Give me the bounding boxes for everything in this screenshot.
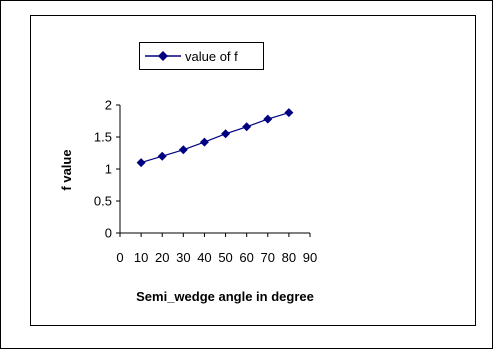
y-axis-ticks: 0 0.5 1 1.5 2	[94, 98, 120, 241]
data-point-marker	[136, 158, 146, 168]
legend: value of f	[139, 42, 264, 70]
data-point-marker	[178, 145, 188, 155]
y-tick-label: 0	[105, 226, 112, 241]
x-axis-title: Semi_wedge angle in degree	[136, 289, 314, 304]
x-tick-label: 10	[134, 250, 148, 265]
y-tick-label: 1.5	[94, 130, 112, 145]
x-tick-label: 70	[261, 250, 275, 265]
x-tick-label: 20	[155, 250, 169, 265]
x-tick-label: 90	[303, 250, 317, 265]
x-tick-label: 0	[116, 250, 123, 265]
y-axis-title: f value	[59, 149, 74, 190]
legend-label: value of f	[185, 49, 238, 64]
y-tick-label: 0.5	[94, 194, 112, 209]
x-tick-label: 50	[218, 250, 232, 265]
data-point-marker	[221, 129, 231, 139]
data-point-marker	[263, 114, 273, 124]
x-tick-label: 60	[239, 250, 253, 265]
x-tick-label: 40	[197, 250, 211, 265]
data-point-marker	[157, 151, 167, 161]
x-axis-ticks: 0 10 20 30 40 50 60 70 80 90	[116, 233, 317, 265]
y-tick-label: 1	[105, 162, 112, 177]
y-tick-label: 2	[105, 98, 112, 113]
series-line-value-of-f	[140, 112, 290, 164]
data-point-marker	[199, 137, 209, 147]
data-point-marker	[242, 122, 252, 132]
data-point-marker	[284, 108, 294, 118]
x-tick-label: 30	[176, 250, 190, 265]
series-points	[136, 108, 294, 168]
legend-marker-diamond-icon	[158, 51, 168, 61]
x-tick-label: 80	[282, 250, 296, 265]
